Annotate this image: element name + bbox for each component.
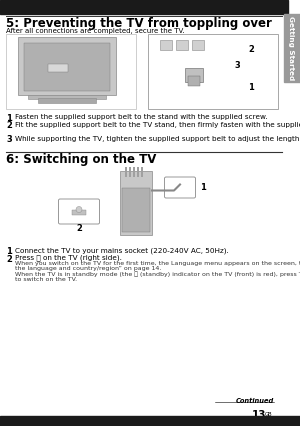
Text: Fit the supplied support belt to the TV stand, then firmly fasten with the suppl: Fit the supplied support belt to the TV … <box>15 121 300 127</box>
Bar <box>160 40 172 50</box>
Text: 1: 1 <box>200 183 206 192</box>
Bar <box>24 43 110 91</box>
Text: 13: 13 <box>252 410 266 420</box>
Text: After all connections are completed, secure the TV.: After all connections are completed, sec… <box>6 28 184 34</box>
Text: When the TV is in standby mode (the ⓞ (standby) indicator on the TV (front) is r: When the TV is in standby mode (the ⓞ (s… <box>15 271 300 277</box>
Text: 1: 1 <box>6 114 12 123</box>
Text: Getting Started: Getting Started <box>288 16 294 80</box>
Text: Connect the TV to your mains socket (220-240V AC, 50Hz).: Connect the TV to your mains socket (220… <box>15 248 229 254</box>
Bar <box>148 34 278 109</box>
Text: 1: 1 <box>6 248 12 256</box>
Bar <box>133 167 135 176</box>
Bar <box>28 95 106 99</box>
Text: While supporting the TV, tighten the supplied support belt to adjust the length.: While supporting the TV, tighten the sup… <box>15 135 300 141</box>
Bar <box>185 68 203 82</box>
Bar <box>48 64 68 72</box>
Text: 2: 2 <box>248 46 254 55</box>
Bar <box>125 167 127 176</box>
Text: to switch on the TV.: to switch on the TV. <box>15 276 77 282</box>
Bar <box>6 34 136 109</box>
Text: 6: Switching on the TV: 6: Switching on the TV <box>6 153 156 165</box>
Bar <box>0 416 300 426</box>
Bar <box>72 210 86 215</box>
Text: 5: Preventing the TV from toppling over: 5: Preventing the TV from toppling over <box>6 17 272 30</box>
Text: 2: 2 <box>76 224 82 233</box>
FancyBboxPatch shape <box>164 177 196 198</box>
Circle shape <box>76 207 82 213</box>
Bar <box>18 37 116 95</box>
Text: 2: 2 <box>6 121 12 130</box>
Bar <box>141 167 143 176</box>
Text: GB: GB <box>265 412 273 417</box>
Text: 1: 1 <box>248 83 254 92</box>
Bar <box>176 40 188 50</box>
Bar <box>188 76 200 86</box>
Text: the language and country/region” on page 14.: the language and country/region” on page… <box>15 266 161 271</box>
Bar <box>192 40 204 50</box>
Bar <box>284 14 300 82</box>
Text: Press ⓞ on the TV (right side).: Press ⓞ on the TV (right side). <box>15 254 122 261</box>
Text: 3: 3 <box>6 135 12 144</box>
Text: Continued: Continued <box>236 398 274 404</box>
Bar <box>38 98 96 103</box>
FancyBboxPatch shape <box>58 199 100 224</box>
Bar <box>137 167 139 176</box>
Bar <box>120 170 152 234</box>
Bar <box>122 187 150 231</box>
Text: When you switch on the TV for the first time, the Language menu appears on the s: When you switch on the TV for the first … <box>15 261 300 266</box>
Text: 2: 2 <box>6 254 12 264</box>
Bar <box>0 0 288 14</box>
Text: Fasten the supplied support belt to the stand with the supplied screw.: Fasten the supplied support belt to the … <box>15 114 268 120</box>
Text: 3: 3 <box>234 60 240 69</box>
Bar <box>129 167 131 176</box>
